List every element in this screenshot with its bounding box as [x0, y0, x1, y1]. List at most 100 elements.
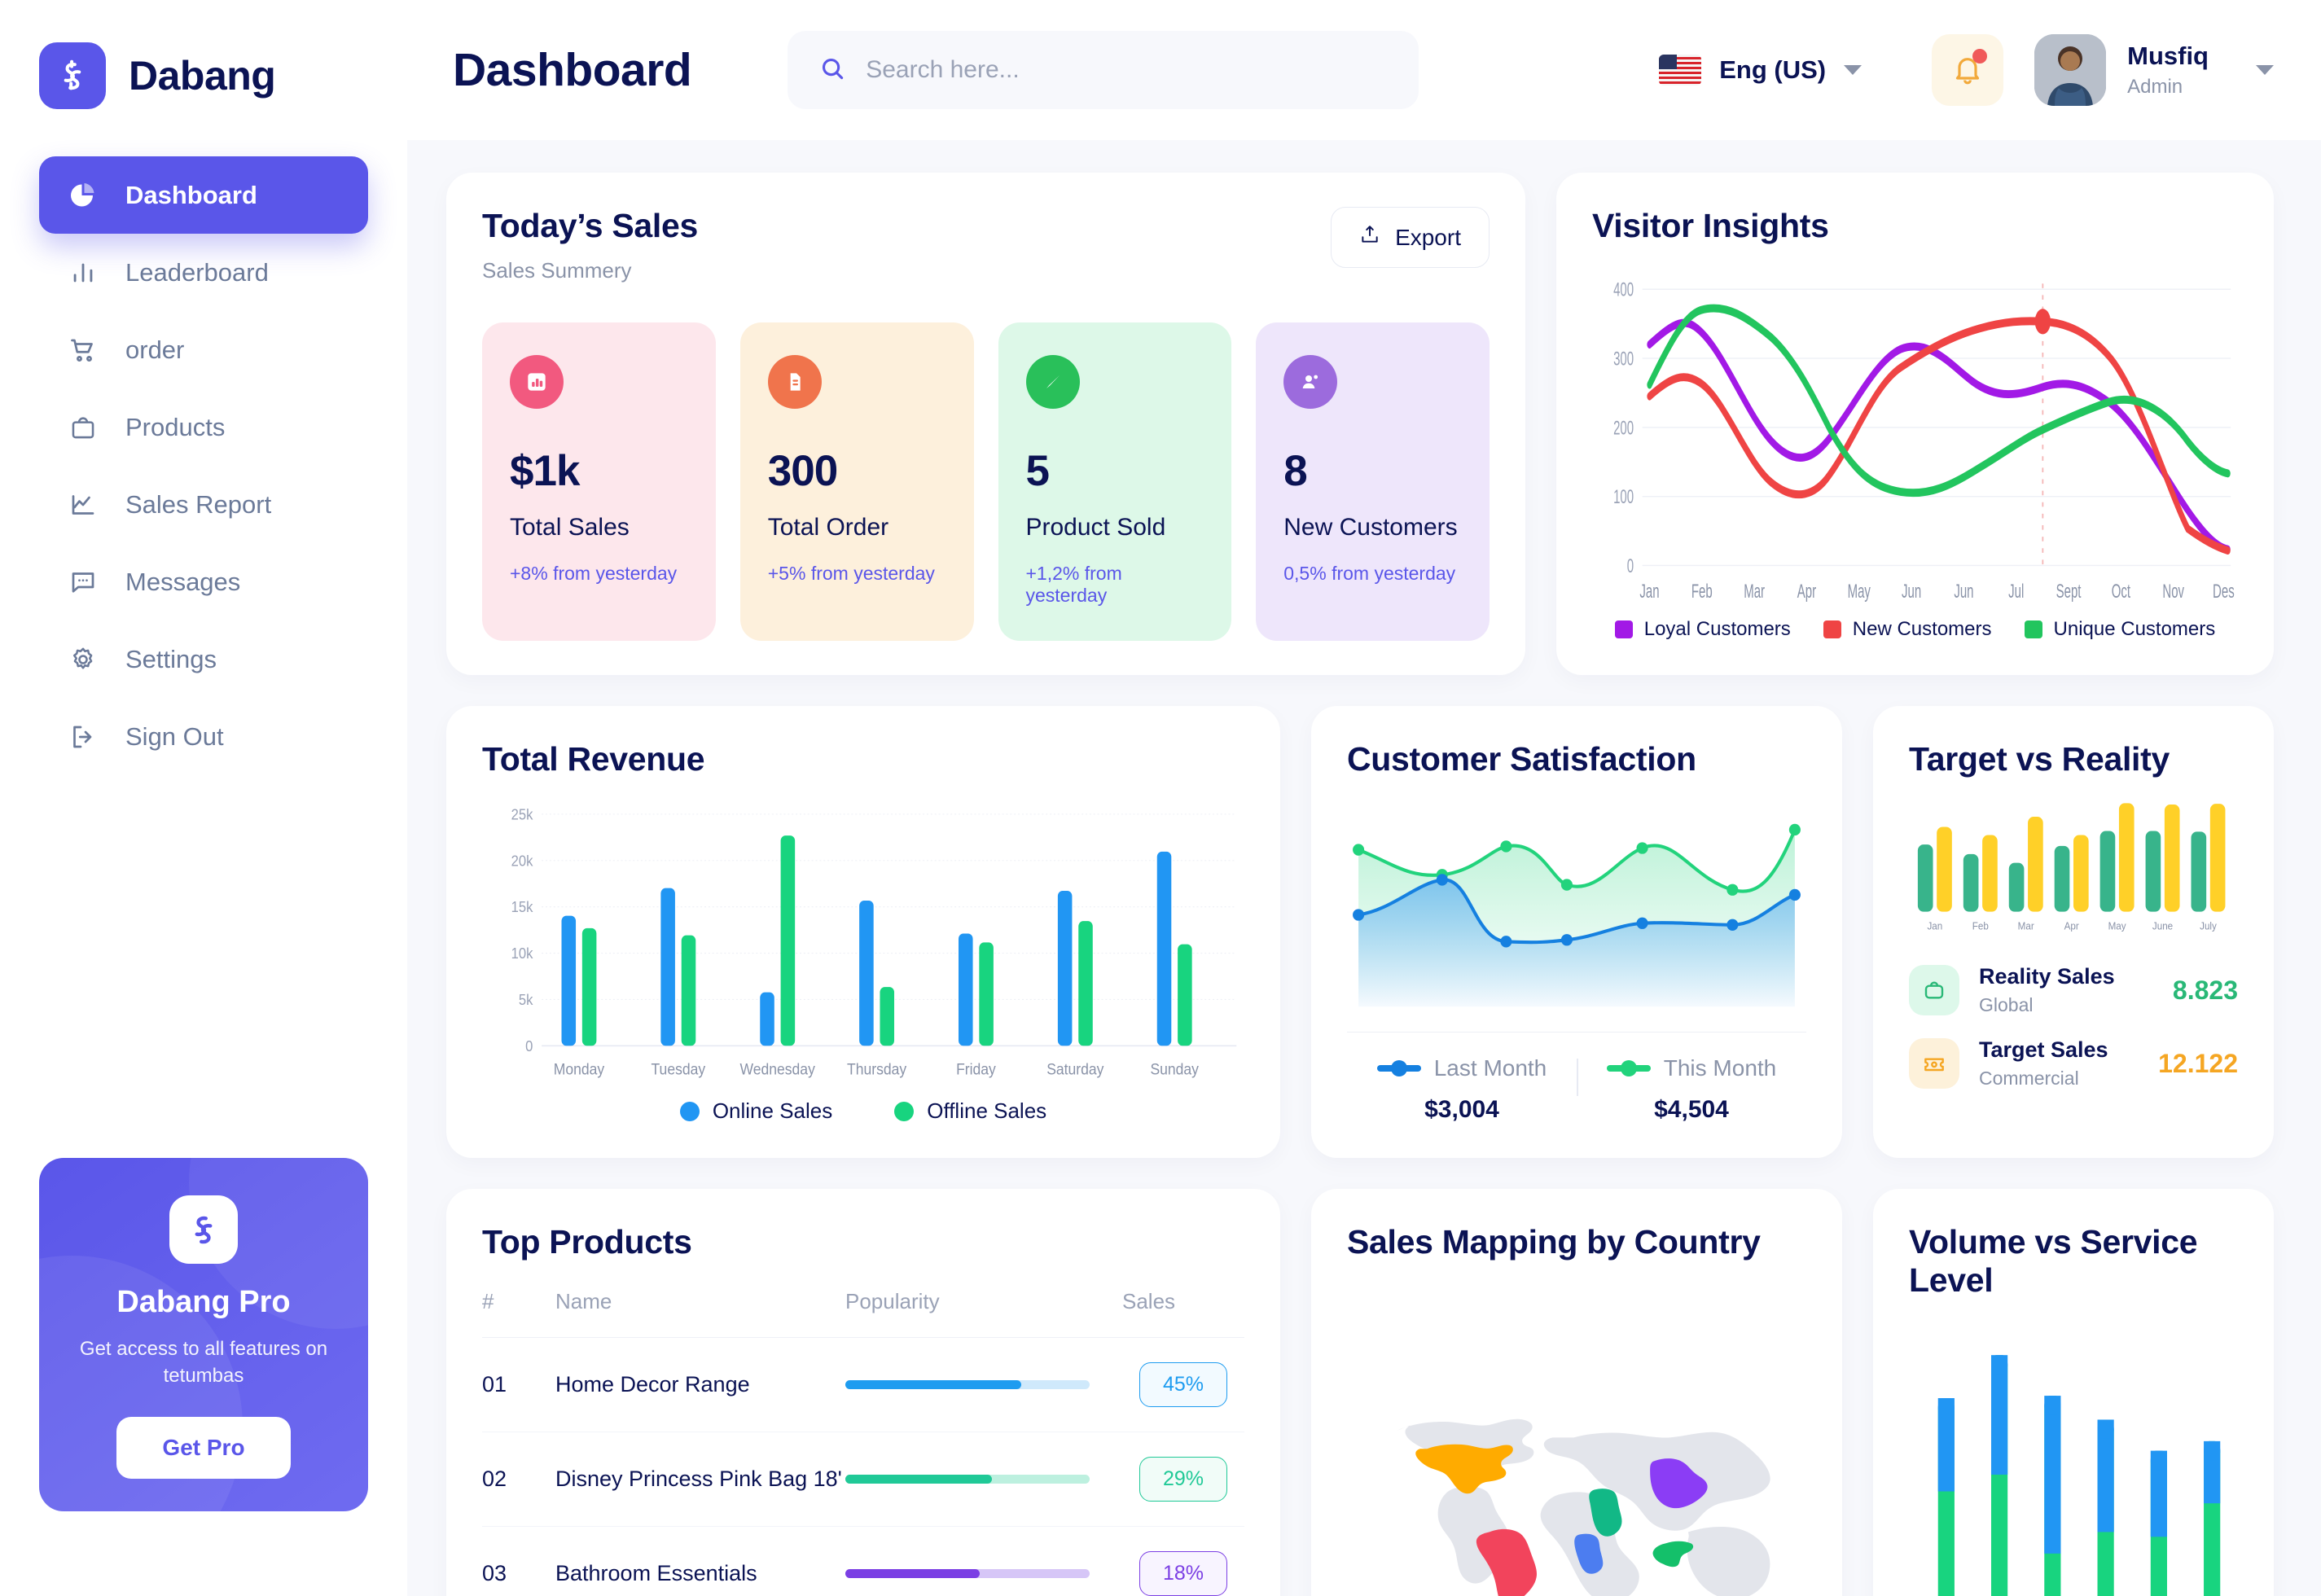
legend-title: Target Sales: [1979, 1037, 2108, 1062]
visitor-insights-legend: Loyal Customers New Customers Unique Cus…: [1592, 618, 2238, 641]
svg-text:Apr: Apr: [2064, 920, 2079, 932]
legend-item: Offline Sales: [894, 1098, 1046, 1124]
legend-item-last-month: Last Month $3,004: [1347, 1055, 1577, 1124]
cart-icon: [65, 332, 101, 368]
chart-bars-icon: [510, 355, 564, 409]
logout-icon: [65, 719, 101, 755]
search-input[interactable]: [866, 56, 1389, 84]
sidebar-item-products[interactable]: Products: [39, 388, 368, 466]
cell-index: 03: [482, 1526, 555, 1596]
legend-key: This Month: [1577, 1055, 1806, 1081]
svg-text:Apr: Apr: [1797, 581, 1817, 603]
svg-text:15k: 15k: [511, 898, 533, 915]
tag-icon: [1025, 355, 1080, 409]
stat-label: Total Order: [767, 514, 889, 541]
total-revenue-legend: Online Sales Offline Sales: [482, 1098, 1244, 1124]
progress-fill: [845, 1569, 980, 1578]
search-bar[interactable]: [788, 31, 1419, 109]
us-flag-icon: [1659, 55, 1702, 86]
country-brazil: [1476, 1528, 1537, 1596]
card-title: Today’s Sales: [482, 207, 699, 244]
table-row[interactable]: 02 Disney Princess Pink Bag 18' 29%: [482, 1432, 1244, 1527]
ticket-icon: [1909, 1038, 1959, 1089]
legend-subtitle: Global: [1979, 994, 2034, 1015]
svg-text:May: May: [2108, 920, 2127, 932]
row-1: Today’s Sales Sales Summery Export: [446, 173, 2274, 675]
sidebar-item-settings[interactable]: Settings: [39, 620, 368, 698]
sidebar-item-label: Leaderboard: [125, 258, 269, 287]
get-pro-button[interactable]: Get Pro: [116, 1417, 291, 1479]
export-button[interactable]: Export: [1331, 207, 1490, 268]
legend-value: $3,004: [1424, 1096, 1499, 1123]
svg-text:Jan: Jan: [1927, 920, 1942, 932]
user-name: Musfiq: [2127, 42, 2209, 70]
cell-index: 02: [482, 1432, 555, 1527]
progress-fill: [845, 1475, 992, 1484]
svg-text:Saturday: Saturday: [1046, 1059, 1104, 1077]
legend-label: Online Sales: [712, 1098, 833, 1123]
avatar[interactable]: [2034, 34, 2107, 106]
sidebar-item-leaderboard[interactable]: Leaderboard: [39, 234, 368, 311]
svg-text:Nov: Nov: [2162, 581, 2184, 603]
chat-icon: [65, 564, 101, 600]
pie-chart-icon: [65, 178, 101, 213]
target-vs-reality-chart: Jan Feb Mar Apr May June July: [1909, 796, 2238, 943]
sidebar-item-label: Products: [125, 413, 226, 441]
legend-value: $4,504: [1654, 1096, 1729, 1123]
legend-label: Last Month: [1433, 1055, 1547, 1081]
svg-text:400: 400: [1613, 279, 1634, 300]
legend-value: 8.823: [2172, 975, 2238, 1005]
legend-subtitle: Commercial: [1979, 1068, 2079, 1089]
card-title: Top Products: [482, 1223, 692, 1261]
stat-delta: +1,2% from yesterday: [1025, 563, 1122, 606]
stat-value: $1k: [510, 447, 580, 495]
svg-text:10k: 10k: [511, 945, 533, 962]
sidebar-item-order[interactable]: order: [39, 311, 368, 388]
bag-icon: [65, 410, 101, 445]
svg-text:Wednesday: Wednesday: [740, 1059, 816, 1077]
user-menu-chevron-down-icon[interactable]: [2256, 65, 2274, 75]
cell-popularity: [845, 1432, 1122, 1527]
world-map-svg: [1397, 1418, 1770, 1596]
sidebar-item-label: Sign Out: [125, 722, 224, 751]
cell-name: Disney Princess Pink Bag 18': [555, 1432, 845, 1527]
card-title: Visitor Insights: [1592, 207, 1829, 244]
sidebar-item-label: Messages: [125, 568, 241, 596]
stat-label: Total Sales: [510, 514, 630, 541]
legend-swatch: [1376, 1065, 1421, 1072]
stat-value: 8: [1283, 447, 1307, 495]
svg-text:Tuesday: Tuesday: [652, 1059, 706, 1077]
bar-chart-icon: [65, 255, 101, 291]
sidebar-item-label: Sales Report: [125, 490, 272, 519]
sidebar-item-messages[interactable]: Messages: [39, 543, 368, 620]
sidebar-item-sign-out[interactable]: Sign Out: [39, 698, 368, 775]
status-badge: 18%: [1139, 1551, 1227, 1596]
stat-delta: +5% from yesterday: [767, 563, 935, 584]
language-selector[interactable]: Eng (US): [1659, 55, 1863, 86]
notification-button[interactable]: [1932, 34, 2004, 106]
country-saudi-arabia: [1589, 1488, 1622, 1537]
sidebar-item-dashboard[interactable]: Dashboard: [39, 156, 368, 234]
legend-text: Reality Sales Global: [1979, 964, 2115, 1016]
svg-text:June: June: [2152, 920, 2174, 932]
stat-value: 300: [767, 447, 838, 495]
stat-delta: 0,5% from yesterday: [1283, 563, 1456, 584]
svg-text:20k: 20k: [511, 852, 533, 869]
volume-vs-service-svg: [1937, 1355, 2221, 1596]
table-row[interactable]: 03 Bathroom Essentials 18%: [482, 1526, 1244, 1596]
svg-text:200: 200: [1613, 418, 1634, 439]
bag-icon: [1909, 965, 1959, 1015]
svg-text:Feb: Feb: [1691, 581, 1713, 603]
sidebar-item-sales-report[interactable]: Sales Report: [39, 466, 368, 543]
progress-fill: [845, 1380, 1021, 1389]
sales-mapping-card: Sales Mapping by Country: [1311, 1189, 1842, 1596]
legend-label: Loyal Customers: [1643, 618, 1791, 640]
promo-card: Dabang Pro Get access to all features on…: [39, 1158, 368, 1511]
user-meta: Musfiq Admin: [2127, 42, 2209, 99]
stat-delta: +8% from yesterday: [510, 563, 678, 584]
brand-name: Dabang: [129, 53, 276, 99]
table-row[interactable]: 01 Home Decor Range 45%: [482, 1337, 1244, 1432]
svg-text:25k: 25k: [511, 806, 533, 823]
status-badge: 29%: [1139, 1457, 1227, 1502]
